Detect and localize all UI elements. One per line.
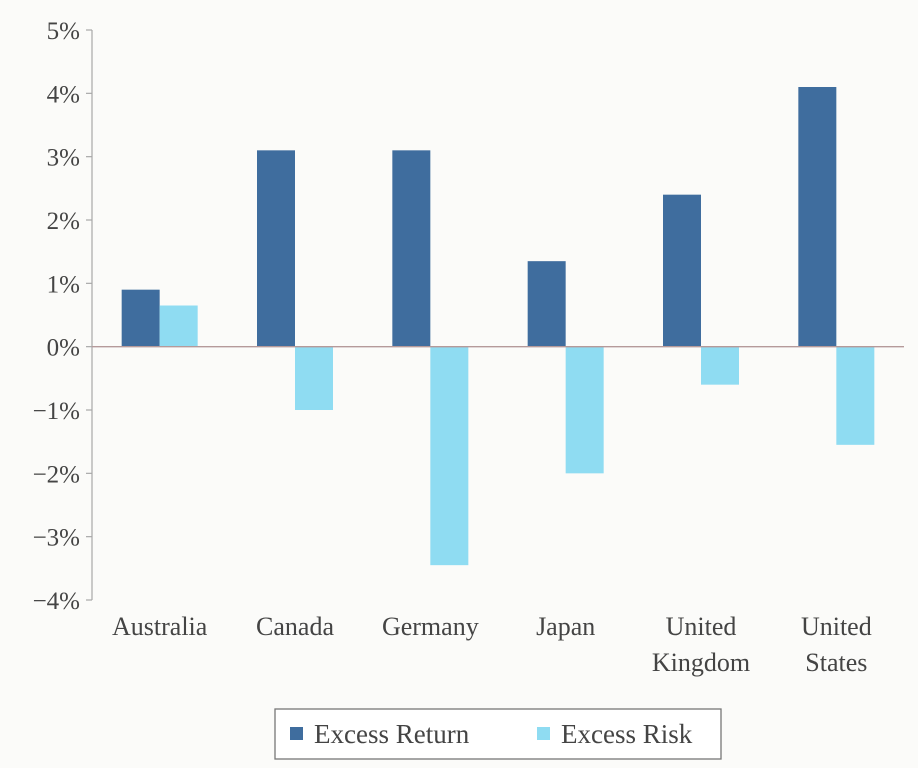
y-tick-label: −1%: [33, 398, 80, 425]
y-tick-label: −3%: [33, 525, 80, 552]
y-axis: 5% 4% 3% 2% 1% 0% −1% −2% −3% −4%: [33, 18, 93, 615]
x-category-label-line: Germany: [382, 612, 479, 641]
x-category-label: Canada: [256, 612, 334, 641]
excess-risk-bar: [159, 305, 198, 347]
excess-return-bar: [121, 289, 160, 347]
excess-return-bar: [798, 87, 837, 347]
excess-return-bar: [392, 150, 431, 347]
x-category-label-line: States: [805, 648, 867, 677]
x-category-label: Australia: [112, 612, 208, 641]
y-tick-label: 5%: [47, 18, 80, 45]
y-tick-label: 0%: [47, 335, 80, 362]
legend-label: Excess Risk: [561, 719, 693, 749]
x-category-label-line: United: [801, 612, 872, 641]
legend: Excess Return Excess Risk: [274, 708, 722, 760]
excess-risk-bar: [430, 346, 469, 566]
y-tick-label: 2%: [47, 208, 80, 235]
bars: [121, 87, 875, 566]
excess-risk-bar: [295, 346, 333, 410]
y-tick-label: −4%: [33, 588, 80, 615]
legend-label: Excess Return: [314, 719, 470, 749]
x-category-label-line: Kingdom: [652, 648, 750, 677]
x-category-label-line: Canada: [256, 612, 334, 641]
x-category-label-line: Japan: [536, 612, 595, 641]
y-tick-label: −2%: [33, 461, 80, 488]
x-category-label: United Kingdom: [652, 612, 750, 677]
excess-risk-bar: [701, 346, 739, 385]
excess-return-bar: [663, 194, 701, 347]
x-category-label: Japan: [536, 612, 595, 641]
legend-swatch-excess-risk: [537, 727, 550, 740]
x-axis-labels: Australia Canada Germany Japan United Kingdom…: [112, 612, 872, 677]
y-tick-label: 4%: [47, 81, 80, 108]
excess-risk-bar: [836, 346, 875, 445]
y-tick-label: 1%: [47, 271, 80, 298]
excess-return-bar: [257, 150, 295, 347]
legend-swatch-excess-return: [290, 727, 303, 740]
excess-risk-bar: [565, 346, 604, 474]
x-category-label-line: United: [666, 612, 737, 641]
y-tick-label: 3%: [47, 145, 80, 172]
x-category-label-line: Australia: [112, 612, 208, 641]
x-category-label: United States: [801, 612, 872, 677]
x-category-label: Germany: [382, 612, 479, 641]
excess-return-bar: [527, 261, 566, 347]
legend-box: [274, 708, 722, 760]
